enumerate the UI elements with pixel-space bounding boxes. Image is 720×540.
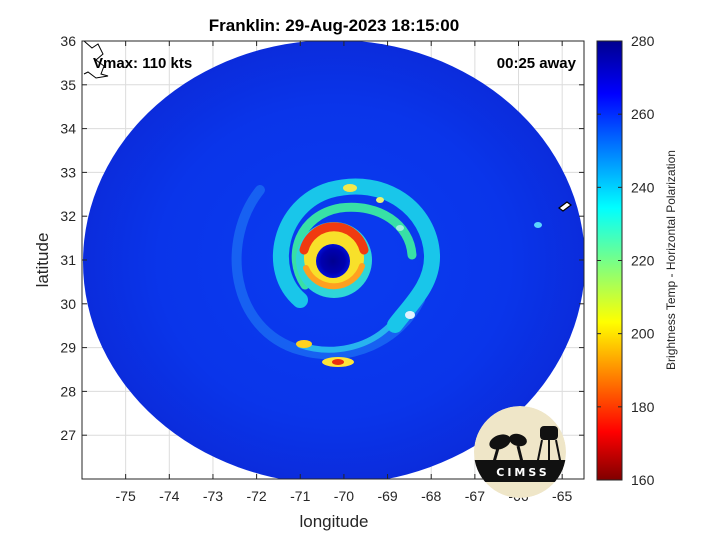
- convective-cell: [534, 222, 542, 228]
- logo-dish-right: [509, 433, 527, 447]
- x-axis-label: longitude: [299, 512, 368, 531]
- colorbar-tick-label: 180: [631, 399, 655, 415]
- x-tick-label: -74: [159, 488, 179, 504]
- convective-cell: [376, 197, 384, 203]
- eyewall-red-arc: [299, 222, 369, 255]
- southern-rain-band: [297, 317, 398, 353]
- x-tick-label: -71: [290, 488, 310, 504]
- colorbar-tick-label: 200: [631, 326, 655, 342]
- x-tick-label: -69: [377, 488, 397, 504]
- y-tick-label: 36: [60, 33, 76, 49]
- eye: [316, 244, 350, 278]
- colorbar-tick-label: 240: [631, 179, 655, 195]
- spiral-band-cyan: [272, 178, 440, 333]
- logo-dish-left: [489, 434, 511, 450]
- logo-text: CIMSS: [496, 466, 549, 479]
- x-tick-label: -73: [203, 488, 223, 504]
- y-tick-label: 27: [60, 427, 76, 443]
- y-tick-label: 28: [60, 383, 76, 399]
- colorbar-tick-label: 280: [631, 33, 655, 49]
- chart-title: Franklin: 29-Aug-2023 18:15:00: [209, 16, 459, 35]
- island-outline: [558, 201, 572, 212]
- colorbar-tick-label: 160: [631, 472, 655, 488]
- colorbar-ticks: 160 180 200 220 240 260 280: [597, 33, 655, 488]
- convective-cell: [343, 184, 357, 192]
- y-tick-label: 29: [60, 340, 76, 356]
- vmax-annotation: Vmax: 110 kts: [93, 55, 192, 72]
- y-tick-label: 33: [60, 164, 76, 180]
- y-tick-label: 32: [60, 208, 76, 224]
- convective-cell: [332, 359, 344, 365]
- convective-cell: [405, 311, 415, 319]
- convective-cell: [396, 225, 404, 231]
- coastline: [83, 41, 109, 79]
- y-tick-label: 31: [60, 252, 76, 268]
- time-away-annotation: 00:25 away: [497, 55, 577, 72]
- microwave-swath: [83, 41, 584, 479]
- colorbar-label: Brightness Temp - Horizontal Polarizatio…: [664, 150, 678, 370]
- convective-cell: [296, 340, 312, 348]
- x-tick-label: -67: [465, 488, 485, 504]
- colorbar-tick-label: 220: [631, 253, 655, 269]
- colorbar-tick-label: 260: [631, 106, 655, 122]
- logo-dish-stand: [492, 445, 524, 463]
- logo-building: [474, 460, 566, 482]
- logo-water-tower-tank: [540, 426, 558, 440]
- x-tick-label: -72: [246, 488, 266, 504]
- cimss-logo: CIMSS: [474, 406, 566, 498]
- eyewall-orange-arc: [303, 263, 365, 290]
- y-axis-label: latitude: [33, 233, 52, 288]
- y-tick-label: 34: [60, 121, 76, 137]
- x-tick-label: -65: [552, 488, 572, 504]
- x-tick-label: -68: [421, 488, 441, 504]
- outer-rain-band: [231, 185, 425, 360]
- y-tick-label: 35: [60, 77, 76, 93]
- y-tick-label: 30: [60, 296, 76, 312]
- y-axis-ticks: 27 28 29 30 31 32 33 34 35 36: [60, 33, 584, 443]
- x-tick-label: -70: [334, 488, 354, 504]
- x-tick-label: -75: [116, 488, 136, 504]
